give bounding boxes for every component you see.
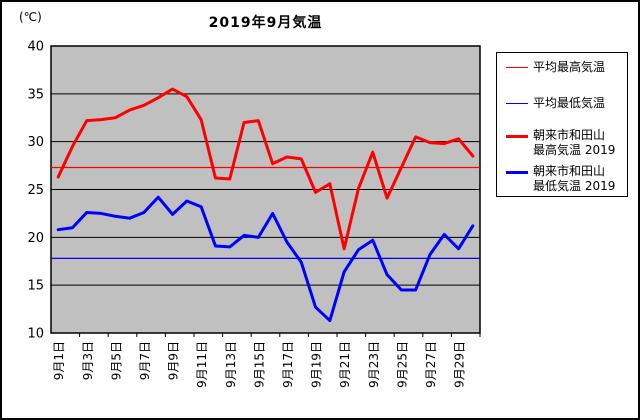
- legend-label-average-max: 平均最高気温: [533, 59, 606, 74]
- x-tick-label: 9月7日: [138, 341, 152, 380]
- y-tick-label: 25: [27, 183, 44, 198]
- x-tick-label: 9月9日: [167, 341, 181, 380]
- legend-label-max-2019: 朝来市和田山 最高気温 2019: [533, 128, 615, 158]
- y-tick-label: 30: [27, 135, 44, 150]
- x-tick-label: 9月5日: [109, 341, 123, 380]
- y-tick-label: 35: [27, 87, 44, 102]
- legend-label-min-2019: 朝来市和田山 最低気温 2019: [533, 164, 615, 194]
- legend-line-sample-average-min: [506, 102, 528, 104]
- x-tick-label: 9月21日: [338, 341, 352, 388]
- x-tick-label: 9月17日: [281, 341, 295, 388]
- x-tick-label: 9月1日: [52, 341, 66, 380]
- legend-line-sample-average-max: [506, 66, 528, 68]
- legend-line-sample-max-2019: [506, 135, 528, 138]
- x-tick-label: 9月3日: [81, 341, 95, 380]
- x-tick-label: 9月23日: [367, 341, 381, 388]
- x-tick-label: 9月11日: [195, 341, 209, 388]
- y-axis-unit-label: (℃): [19, 10, 42, 24]
- y-tick-label: 40: [27, 40, 44, 55]
- legend-entry-average-min: 平均最低気温: [506, 95, 625, 111]
- x-tick-label: 9月27日: [424, 341, 438, 388]
- x-tick-label: 9月19日: [310, 341, 324, 388]
- legend-label-average-min: 平均最低気温: [533, 95, 606, 110]
- legend-entry-max-2019: 朝来市和田山 最高気温 2019: [506, 128, 625, 160]
- y-tick-label: 20: [27, 231, 44, 246]
- legend-label-min-2019-line2: 最低気温 2019: [533, 179, 616, 193]
- y-tick-label: 10: [27, 327, 44, 342]
- x-tick-label: 9月25日: [395, 341, 409, 388]
- legend: 平均最高気温 平均最低気温 朝来市和田山 最高気温 2019 朝来市和田山 最低…: [496, 52, 628, 197]
- series-line-2019: [56, 87, 475, 251]
- x-tick-label: 9月15日: [252, 341, 266, 388]
- x-tick-label: 9月13日: [224, 341, 238, 388]
- legend-line-sample-min-2019: [506, 171, 528, 174]
- legend-label-max-2019-line2: 最高気温 2019: [533, 143, 616, 157]
- chart-title: 2019年9月気温: [208, 15, 323, 31]
- legend-entry-average-max: 平均最高気温: [506, 59, 625, 75]
- legend-entry-min-2019: 朝来市和田山 最低気温 2019: [506, 164, 625, 196]
- legend-label-max-2019-line1: 朝来市和田山: [533, 128, 606, 142]
- legend-label-min-2019-line1: 朝来市和田山: [533, 164, 606, 178]
- y-tick-label: 15: [27, 279, 44, 294]
- x-tick-label: 9月29日: [453, 341, 467, 388]
- series-line-2019: [56, 195, 475, 323]
